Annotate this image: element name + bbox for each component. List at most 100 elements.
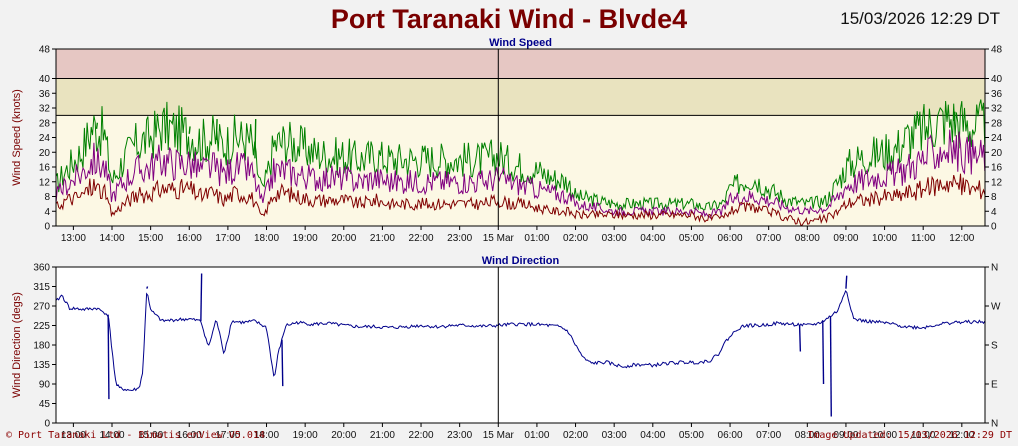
direction-ytick-label: 360 [33, 263, 50, 274]
direction-ytick-right-label: W [991, 302, 1001, 313]
direction-ylabel: Wind Direction (degs) [11, 292, 23, 398]
speed-xtick-label: 12:00 [949, 233, 974, 244]
direction-xtick-label: 10:00 [872, 430, 897, 441]
direction-xtick-label: 11:00 [911, 430, 936, 441]
speed-xtick-label: 20:00 [331, 233, 356, 244]
speed-xtick-label: 08:00 [795, 233, 820, 244]
speed-xtick-label: 05:00 [679, 233, 704, 244]
speed-xtick-label: 14:00 [99, 233, 124, 244]
speed-ytick-label: 12 [39, 177, 51, 188]
speed-ylabel: Wind Speed (knots) [11, 89, 23, 186]
direction-xtick-label: 20:00 [331, 430, 356, 441]
direction-ytick-right-label: E [991, 380, 998, 391]
direction-xtick-label: 08:00 [795, 430, 820, 441]
speed-xtick-label: 11:00 [911, 233, 936, 244]
direction-title: Wind Direction [482, 255, 560, 267]
direction-xtick-label: 15:00 [138, 430, 163, 441]
speed-spike-gust-1 [188, 126, 191, 134]
speed-xtick-label: 18:00 [254, 233, 279, 244]
wind-direction-chart: 0 45 90 135 180 225 270 315 360 N E S W N 13:00 14:00 15… [11, 255, 1001, 441]
direction-spike-direction-4 [798, 324, 802, 352]
footer-updated: Image Updated: 15/03/2026 12:29 DT [807, 430, 1012, 441]
direction-xtick-label: 22:00 [409, 430, 434, 441]
direction-ytick-right-label: N [991, 263, 998, 274]
direction-ytick-label: 225 [33, 321, 50, 332]
speed-ytick-right-label: 36 [991, 89, 1003, 100]
speed-xtick-label: 13:00 [61, 233, 86, 244]
direction-xtick-label: 23:00 [447, 430, 472, 441]
direction-spike-direction-2 [200, 273, 203, 322]
speed-xtick-label: 01:00 [524, 233, 549, 244]
direction-xtick-label: 13:00 [61, 430, 86, 441]
speed-xtick-label: 10:00 [872, 233, 897, 244]
speed-ytick-label: 36 [39, 89, 51, 100]
direction-xtick-label: 12:00 [949, 430, 974, 441]
speed-ytick-right-label: 12 [991, 177, 1003, 188]
direction-xtick-label: 16:00 [177, 430, 202, 441]
speed-xtick-label: 04:00 [640, 233, 665, 244]
speed-ytick-right-label: 16 [991, 163, 1003, 174]
direction-spike-direction-6 [829, 316, 832, 417]
speed-ytick-right-label: 8 [991, 192, 997, 203]
direction-xtick-label: 06:00 [718, 430, 743, 441]
speed-ytick-right-label: 4 [991, 207, 997, 218]
direction-spike-direction-5 [822, 321, 825, 385]
direction-xtick-label: 07:00 [756, 430, 781, 441]
speed-ytick-right-label: 20 [991, 148, 1003, 159]
speed-spike-gust-4 [953, 111, 956, 121]
speed-ytick-label: 24 [39, 133, 51, 144]
direction-xtick-label: 14:00 [99, 430, 124, 441]
speed-ytick-label: 28 [39, 118, 51, 129]
footer-copyright: © Port Taranaki Ltd - Bimatis enView V5.… [6, 430, 265, 441]
direction-xtick-label: 17:00 [215, 430, 240, 441]
speed-ytick-label: 0 [44, 222, 50, 233]
speed-ytick-right-label: 0 [991, 222, 997, 233]
speed-series-mean [55, 129, 986, 219]
speed-spike-gust-0 [95, 122, 99, 129]
speed-xtick-label: 07:00 [756, 233, 781, 244]
speed-spike-gust-3 [254, 119, 257, 159]
speed-ytick-label: 48 [39, 45, 51, 56]
page-title: Port Taranaki Wind - Blvde4 [330, 4, 688, 34]
direction-spike-direction-3 [281, 339, 284, 387]
speed-ytick-label: 16 [39, 163, 51, 174]
speed-xtick-label: 06:00 [718, 233, 743, 244]
speed-xtick-label: 02:00 [563, 233, 588, 244]
speed-ytick-label: 8 [44, 192, 50, 203]
speed-xtick-label: 19:00 [293, 233, 318, 244]
speed-title: Wind Speed [489, 37, 552, 49]
timestamp-label: 15/03/2026 12:29 DT [840, 9, 1000, 28]
direction-ytick-label: 45 [39, 399, 51, 410]
direction-ytick-label: 180 [33, 341, 50, 352]
speed-ytick-right-label: 28 [991, 118, 1003, 129]
speed-band-1 [56, 78, 985, 116]
direction-spike-direction-1 [146, 286, 149, 289]
speed-band-0 [56, 49, 985, 79]
speed-spike-gust-2 [215, 119, 218, 140]
direction-ytick-label: 270 [33, 302, 50, 313]
direction-xtick-label: 21:00 [370, 430, 395, 441]
speed-ytick-label: 4 [44, 207, 50, 218]
direction-ytick-label: 90 [39, 380, 51, 391]
speed-series-gust [55, 99, 986, 212]
direction-ytick-right-label: N [991, 419, 998, 430]
direction-xtick-label: 01:00 [524, 430, 549, 441]
speed-xtick-label: 17:00 [215, 233, 240, 244]
speed-xtick-label: 23:00 [447, 233, 472, 244]
direction-xtick-label: 19:00 [293, 430, 318, 441]
speed-xtick-label: 22:00 [409, 233, 434, 244]
direction-ytick-right-label: S [991, 341, 998, 352]
speed-xtick-label: 15:00 [138, 233, 163, 244]
wind-speed-chart: 0481216202428323640480481216202428323640… [11, 37, 1003, 244]
direction-ytick-label: 315 [33, 282, 50, 293]
speed-ytick-label: 20 [39, 148, 51, 159]
speed-ytick-right-label: 48 [991, 45, 1003, 56]
direction-xtick-label: 03:00 [602, 430, 627, 441]
direction-xtick-label: 02:00 [563, 430, 588, 441]
speed-ytick-right-label: 24 [991, 133, 1003, 144]
direction-xtick-label: 09:00 [833, 430, 858, 441]
direction-spike-direction-0 [107, 314, 110, 400]
direction-xtick-label: 04:00 [640, 430, 665, 441]
direction-xtick-label: 18:00 [254, 430, 279, 441]
